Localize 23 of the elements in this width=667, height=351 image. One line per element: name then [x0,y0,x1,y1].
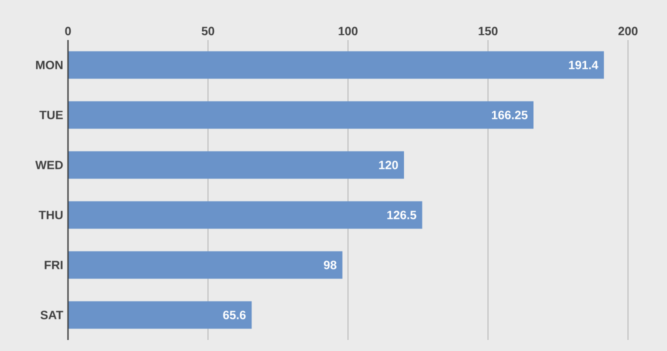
bar [68,301,252,329]
data-label: 166.25 [492,110,528,120]
x-tick-label: 0 [65,26,71,36]
x-tick-label: 100 [338,26,358,36]
y-tick-label: FRI [44,260,62,270]
y-tick-label: MON [36,60,62,70]
data-label: 120 [379,160,398,170]
y-tick-label: WED [35,160,63,170]
data-label: 65.6 [223,310,246,320]
bar [68,201,422,229]
data-label: 98 [324,260,336,270]
x-tick-label: 50 [202,26,214,36]
bar [68,151,404,179]
bar [68,251,342,279]
y-tick-label: SAT [40,310,64,320]
y-tick-label: TUE [39,110,63,120]
bar [68,101,534,129]
data-label: 126.5 [387,210,416,220]
x-tick-label: 150 [478,26,498,36]
y-tick-label: THU [38,210,63,220]
bar [68,51,604,79]
x-tick-label: 200 [618,26,638,36]
data-label: 191.4 [569,60,598,70]
